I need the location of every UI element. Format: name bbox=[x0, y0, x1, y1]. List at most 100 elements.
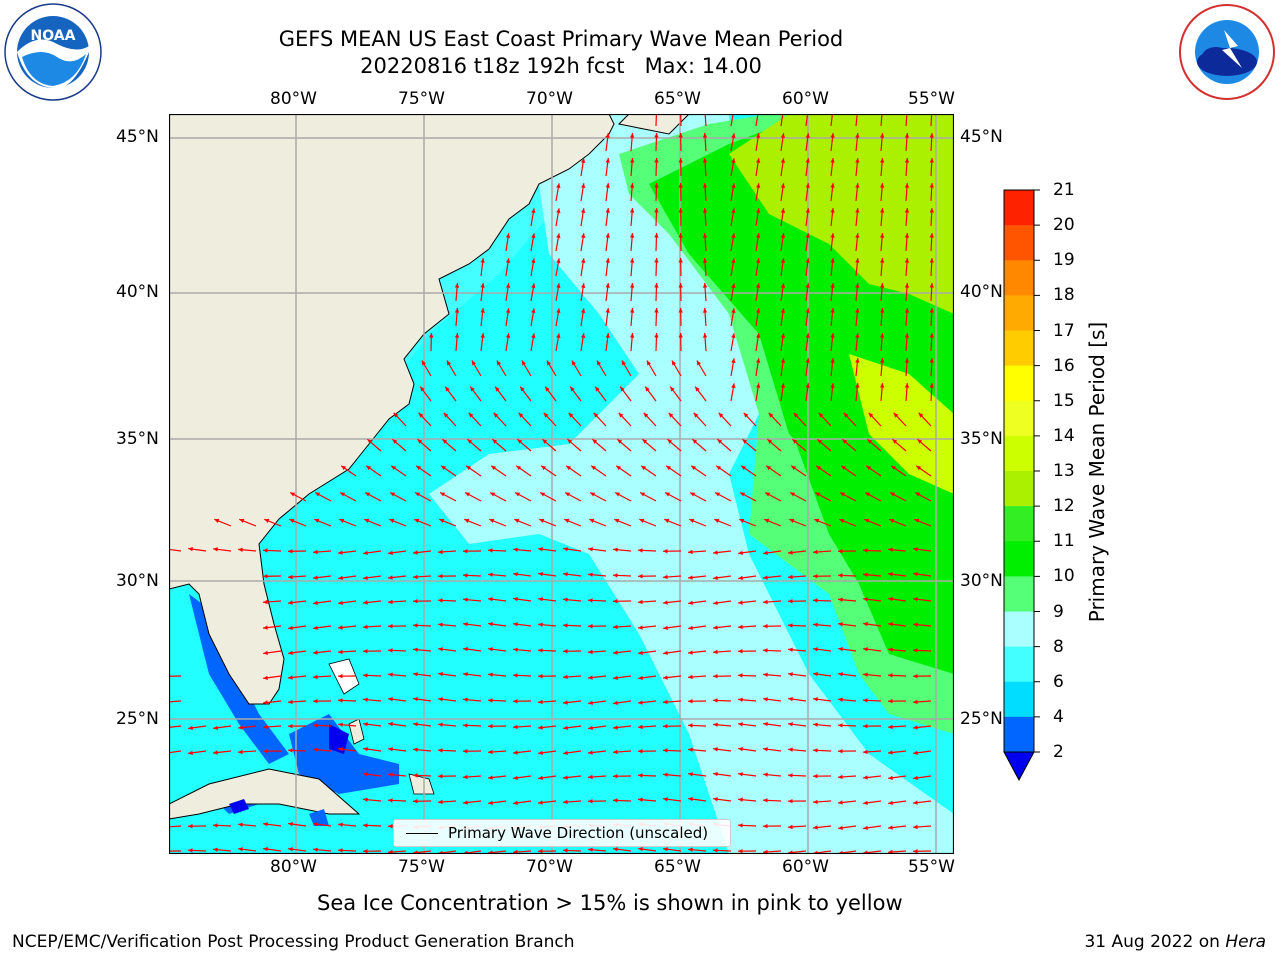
wave-arrow-head bbox=[830, 383, 835, 388]
wave-arrow-head bbox=[855, 158, 860, 163]
wave-arrow-head bbox=[630, 233, 635, 238]
wave-arrow-head bbox=[438, 799, 443, 805]
wave-arrow-head bbox=[916, 465, 922, 471]
wave-arrow-head bbox=[813, 799, 818, 805]
wave-arrow-head bbox=[588, 675, 593, 680]
lat-label-left-35n: 35°N bbox=[116, 429, 159, 449]
wave-arrow-head bbox=[581, 233, 586, 238]
wave-arrow-head bbox=[842, 439, 848, 444]
wave-arrow-head bbox=[929, 208, 934, 213]
wave-arrow-head bbox=[713, 674, 718, 679]
wave-arrow-head bbox=[463, 672, 468, 677]
wave-arrow-head bbox=[313, 650, 318, 655]
wave-arrow-head bbox=[363, 649, 368, 654]
wave-arrow-head bbox=[605, 333, 610, 338]
wave-arrow-head bbox=[288, 699, 293, 705]
wave-arrow-head bbox=[830, 333, 835, 338]
wave-arrow-head bbox=[488, 698, 493, 703]
wave-arrow-head bbox=[363, 772, 368, 777]
wave-arrow-head bbox=[731, 133, 736, 139]
wave-arrow-head bbox=[470, 386, 475, 392]
wave-arrow-head bbox=[663, 625, 668, 630]
wave-arrow-head bbox=[838, 647, 843, 652]
wave-arrow-head bbox=[780, 333, 786, 338]
wave-arrow-head bbox=[738, 697, 743, 702]
wave-arrow-head bbox=[838, 774, 843, 780]
wave-arrow-head bbox=[413, 799, 418, 804]
wave-arrow-head bbox=[663, 699, 668, 705]
wave-arrow-head bbox=[563, 775, 568, 780]
wave-arrow-head bbox=[738, 600, 743, 605]
wave-arrow-head bbox=[638, 625, 643, 630]
wave-arrow-head bbox=[891, 465, 897, 471]
wave-arrow-head bbox=[439, 518, 445, 523]
wave-arrow-head bbox=[563, 547, 568, 552]
wave-arrow-head bbox=[678, 233, 683, 238]
wave-arrow-head bbox=[864, 518, 870, 523]
wave-arrow-head bbox=[339, 518, 345, 523]
colorbar-tick-label: 21 bbox=[1053, 180, 1075, 200]
wave-arrow-head bbox=[740, 492, 746, 497]
wave-arrow-head bbox=[538, 597, 543, 602]
wave-arrow-head bbox=[588, 847, 593, 852]
wave-arrow-head bbox=[702, 233, 708, 238]
lat-label-right-30n: 30°N bbox=[960, 571, 1003, 591]
wave-arrow-head bbox=[688, 650, 693, 655]
colorbar-segment bbox=[1004, 681, 1034, 718]
wave-arrow-head bbox=[463, 573, 468, 578]
wave-arrow-head bbox=[904, 258, 910, 263]
wave-arrow-head bbox=[766, 465, 772, 471]
wave-arrow-head bbox=[438, 549, 443, 555]
wave-arrow-head bbox=[764, 518, 770, 523]
wave-arrow-head bbox=[715, 492, 721, 497]
wave-arrow-head bbox=[288, 724, 293, 729]
wave-arrow-head bbox=[613, 749, 618, 755]
wave-arrow-head bbox=[863, 698, 868, 703]
wave-arrow-head bbox=[688, 625, 693, 630]
wave-arrow-head bbox=[588, 750, 593, 755]
sea-ice-note: Sea Ice Concentration > 15% is shown in … bbox=[317, 891, 903, 915]
wave-arrow-head bbox=[488, 622, 493, 627]
wave-arrow-head bbox=[855, 208, 860, 213]
wave-arrow-head bbox=[490, 492, 496, 497]
wave-arrow-head bbox=[238, 847, 243, 852]
wave-arrow-head bbox=[788, 773, 793, 778]
wave-arrow-head bbox=[581, 183, 586, 188]
wave-arrow-head bbox=[488, 672, 493, 677]
wave-arrow-head bbox=[513, 572, 518, 577]
wave-arrow-head bbox=[563, 623, 568, 628]
wave-arrow-head bbox=[388, 747, 393, 752]
wave-arrow-head bbox=[654, 158, 659, 163]
wave-arrow-head bbox=[605, 158, 610, 163]
wave-arrow-head bbox=[756, 333, 761, 338]
lon-label-bottom-60w: 60°W bbox=[782, 857, 829, 877]
wave-arrow-head bbox=[563, 848, 568, 853]
wave-arrow-head bbox=[880, 383, 885, 388]
wave-arrow-head bbox=[556, 258, 561, 264]
wave-arrow-head bbox=[413, 550, 418, 555]
lat-label-left-25n: 25°N bbox=[116, 709, 159, 729]
wave-arrow-head bbox=[513, 647, 518, 652]
wave-arrow-head bbox=[630, 158, 635, 163]
wave-arrow-head bbox=[505, 283, 511, 288]
wave-arrow-head bbox=[605, 308, 610, 313]
wave-arrow-head bbox=[388, 722, 393, 727]
wave-arrow-head bbox=[670, 386, 675, 392]
wave-arrow-head bbox=[738, 747, 743, 752]
wave-arrow-head bbox=[213, 750, 218, 755]
wave-arrow bbox=[880, 114, 883, 127]
lat-label-left-45n: 45°N bbox=[116, 127, 159, 147]
colorbar-tick-label: 20 bbox=[1053, 215, 1075, 236]
wave-arrow-head bbox=[238, 749, 243, 755]
wave-arrow-head bbox=[713, 649, 718, 655]
wave-arrow-head bbox=[793, 412, 799, 418]
wave-arrow-head bbox=[417, 439, 423, 444]
wave-arrow-head bbox=[388, 550, 393, 555]
wave-arrow-head bbox=[671, 360, 676, 366]
wave-arrow-head bbox=[592, 439, 598, 444]
wave-arrow-head bbox=[888, 647, 893, 652]
wave-arrow-head bbox=[643, 412, 649, 418]
wave-arrow-head bbox=[663, 847, 668, 852]
footer-branch: NCEP/EMC/Verification Post Processing Pr… bbox=[12, 932, 575, 952]
wave-arrow-head bbox=[688, 549, 693, 555]
